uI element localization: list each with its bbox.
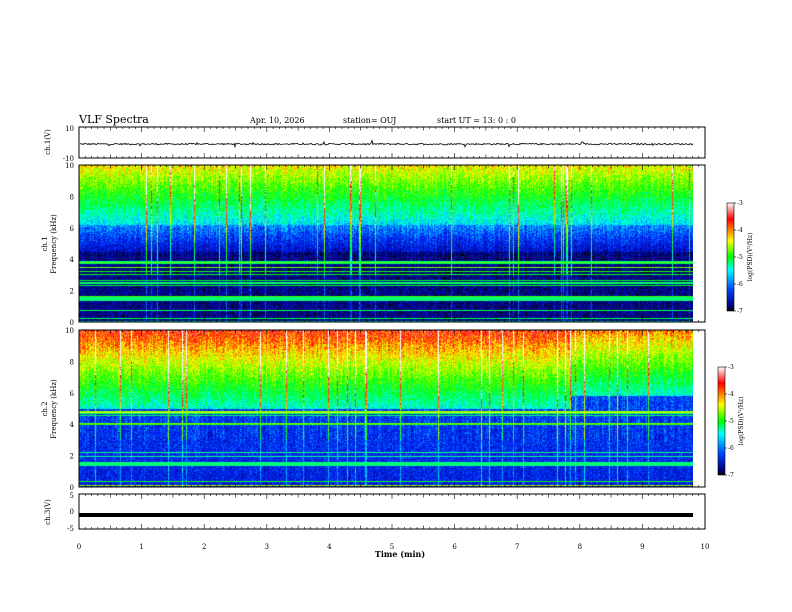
x-tick-label: 0 [77, 543, 81, 551]
colorbar-tick-label: -7 [728, 472, 734, 479]
ch1-spectrogram-ytick: 4 [70, 256, 75, 264]
x-tick-label: 4 [327, 543, 332, 551]
vlf-figure: VLF Spectra Apr. 10, 2026 station= OUJ s… [0, 0, 792, 612]
colorbar-tick-label: -5 [737, 254, 743, 261]
ch1-spectrogram-ytick: 0 [70, 319, 74, 327]
ch1-waveform-ylabel: ch.1(V) [44, 129, 52, 155]
ch2-spectrogram-ylabel-frequency: Frequency (kHz) [50, 379, 58, 439]
ch3-waveform-ylabel: ch.3(V) [44, 499, 52, 525]
ch2-spectrogram-ylabel-channel: ch.2 [41, 401, 49, 416]
ch2-spectrogram-ytick: 4 [70, 421, 75, 429]
colorbar-tick-label: -3 [728, 364, 734, 371]
x-tick-label: 10 [701, 543, 710, 551]
ch3-waveform-panel: 5 0 -5 ch.3(V) [44, 492, 705, 533]
x-tick-label: 9 [640, 543, 644, 551]
ch2-colorbar-label: log(PSD)(V²/Hz) [738, 397, 745, 446]
x-tick-label: 5 [390, 543, 394, 551]
start-time-label: start UT = 13: 0 : 0 [437, 116, 516, 125]
ch1-spectrogram-ylabel-frequency: Frequency (kHz) [50, 214, 58, 274]
station-label: station= OUJ [343, 116, 396, 125]
ch2-colorbar-gradient [718, 367, 725, 475]
ch1-spectrogram-ytick: 10 [65, 162, 74, 170]
ch2-colorbar: -3 -4 -5 -6 -7 log(PSD)(V²/Hz) [718, 364, 745, 479]
ch1-colorbar: -3 -4 -5 -6 -7 log(PSD)(V²/Hz) [727, 200, 754, 315]
x-axis-label: Time (min) [375, 549, 425, 559]
colorbar-tick-label: -4 [728, 391, 734, 398]
ch3-ytick-top: 5 [70, 492, 74, 500]
ch2-spectrogram-ytick: 8 [70, 358, 74, 366]
ch2-spectrogram-panel: 0 2 4 6 8 10 ch.2 Frequency (kHz) [41, 327, 705, 492]
ch1-ytick-top: 10 [65, 125, 74, 133]
ch3-ytick-middle: 0 [70, 508, 74, 516]
ch1-spectrogram-ylabel-channel: ch.1 [41, 236, 49, 251]
ch2-spectrogram-ytick: 0 [70, 484, 74, 492]
figure-title: VLF Spectra [78, 113, 149, 126]
ch1-colorbar-gradient [727, 203, 734, 311]
colorbar-tick-label: -7 [737, 308, 743, 315]
ch2-spectrogram-ytick: 2 [70, 453, 74, 461]
colorbar-tick-label: -4 [737, 227, 743, 234]
ch2-spectrogram-image [79, 330, 693, 487]
colorbar-tick-label: -6 [737, 281, 743, 288]
colorbar-tick-label: -5 [728, 418, 734, 425]
ch1-waveform-panel: 10 -10 ch.1(V) [44, 125, 705, 163]
ch2-spectrogram-ytick: 10 [65, 327, 74, 335]
x-tick-label: 1 [139, 543, 143, 551]
ch1-spectrogram-ytick: 6 [70, 225, 75, 233]
ch3-ytick-bottom: -5 [67, 525, 74, 533]
x-tick-label: 3 [265, 543, 269, 551]
ch3-waveform-frame [79, 494, 705, 529]
date-label: Apr. 10, 2026 [249, 116, 305, 125]
x-tick-label: 2 [202, 543, 206, 551]
colorbar-tick-label: -6 [728, 445, 734, 452]
ch1-spectrogram-ytick: 2 [70, 288, 74, 296]
x-tick-label: 6 [452, 543, 457, 551]
ch1-spectrogram-ytick: 8 [70, 193, 74, 201]
ch2-spectrogram-ytick: 6 [70, 390, 75, 398]
x-axis: Time (min) 0 1 2 3 4 5 6 7 8 9 10 [77, 543, 710, 559]
colorbar-tick-label: -3 [737, 200, 743, 207]
ch1-spectrogram-image [79, 165, 693, 322]
x-tick-label: 7 [515, 543, 519, 551]
ch1-colorbar-label: log(PSD)(V²/Hz) [747, 233, 754, 282]
x-tick-label: 8 [578, 543, 582, 551]
ch1-spectrogram-panel: 0 2 4 6 8 10 ch.1 Frequency (kHz) [41, 162, 705, 327]
